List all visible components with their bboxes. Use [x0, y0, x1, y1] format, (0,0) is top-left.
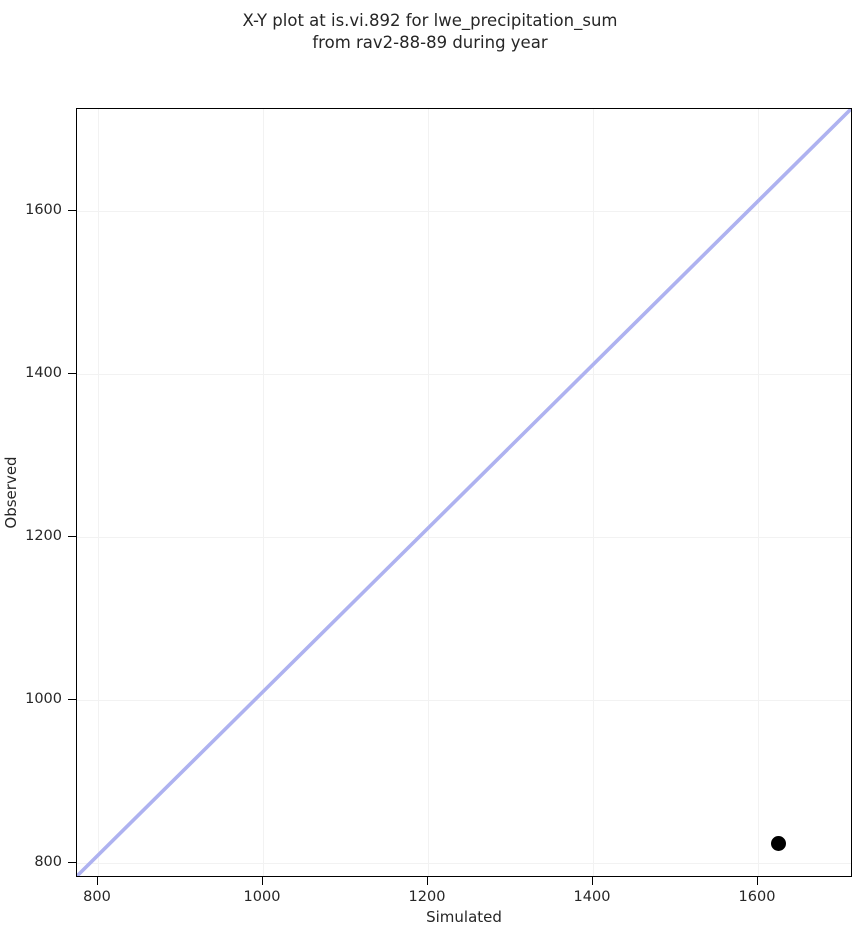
tick-x-1400 [592, 877, 594, 885]
tick-y-1600 [68, 210, 76, 212]
gridline-x-1400 [593, 109, 594, 876]
gridline-y-1400 [77, 374, 851, 375]
ticklabel-y-1600: 1600 [25, 202, 62, 218]
ticklabel-x-1600: 1600 [738, 889, 776, 905]
data-point-marker [770, 835, 786, 851]
ticklabel-y-1200: 1200 [25, 528, 62, 544]
ticklabel-y-1000: 1000 [25, 691, 62, 707]
gridline-y-1600 [77, 211, 851, 212]
ticklabel-x-1400: 1400 [573, 889, 611, 905]
tick-x-1200 [427, 877, 429, 885]
ticklabel-x-1000: 1000 [243, 889, 281, 905]
tick-x-1600 [757, 877, 759, 885]
ticklabel-x-1200: 1200 [408, 889, 446, 905]
tick-y-1200 [68, 536, 76, 538]
gridline-x-1000 [263, 109, 264, 876]
gridline-x-800 [98, 109, 99, 876]
ticklabel-y-1400: 1400 [25, 365, 62, 381]
gridline-x-1200 [428, 109, 429, 876]
gridline-x-1600 [758, 109, 759, 876]
gridline-y-1200 [77, 537, 851, 538]
tick-y-800 [68, 862, 76, 864]
ticklabel-y-800: 800 [34, 854, 62, 870]
tick-x-1000 [262, 877, 264, 885]
x-axis-label: Simulated [426, 908, 502, 926]
gridline-y-1000 [77, 700, 851, 701]
ticklabel-x-800: 800 [83, 889, 111, 905]
one-to-one-line [77, 109, 851, 876]
gridline-y-800 [77, 863, 851, 864]
y-axis-label: Observed [2, 456, 20, 529]
tick-x-800 [97, 877, 99, 885]
chart-title: X-Y plot at is.vi.892 for lwe_precipitat… [242, 11, 618, 52]
tick-y-1000 [68, 699, 76, 701]
tick-y-1400 [68, 373, 76, 375]
plot-area [76, 108, 852, 877]
